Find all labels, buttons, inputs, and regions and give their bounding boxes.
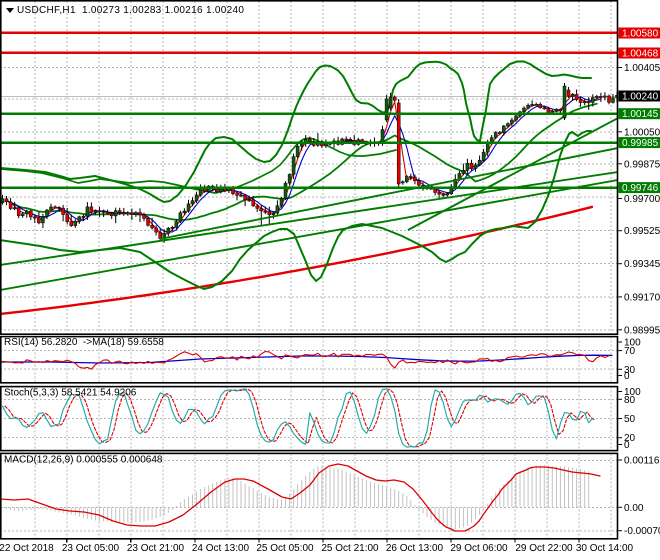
svg-text:0.001167: 0.001167 <box>624 456 660 467</box>
svg-text:25 Oct 21:00: 25 Oct 21:00 <box>321 543 379 554</box>
svg-text:0.99170: 0.99170 <box>624 292 660 303</box>
svg-text:22 Oct 2018: 22 Oct 2018 <box>0 543 54 554</box>
svg-text:23 Oct 05:00: 23 Oct 05:00 <box>62 543 120 554</box>
svg-text:0: 0 <box>624 371 630 382</box>
svg-text:0.99345: 0.99345 <box>624 259 660 270</box>
svg-text:29 Oct 06:00: 29 Oct 06:00 <box>450 543 508 554</box>
svg-text:1.00405: 1.00405 <box>624 63 660 74</box>
svg-text:0.98995: 0.98995 <box>624 325 660 336</box>
svg-text:100: 100 <box>624 387 641 398</box>
svg-text:23 Oct 21:00: 23 Oct 21:00 <box>127 543 185 554</box>
svg-text:0.99875: 0.99875 <box>624 159 660 170</box>
svg-text:-0.000708: -0.000708 <box>624 526 660 537</box>
svg-text:26 Oct 13:00: 26 Oct 13:00 <box>386 543 444 554</box>
svg-text:100: 100 <box>624 338 641 349</box>
svg-text:0.00: 0.00 <box>624 503 644 514</box>
svg-text:Stoch(5,3,3) 58.5421 54.9206: Stoch(5,3,3) 58.5421 54.9206 <box>4 388 137 399</box>
svg-text:USDCHF,H1 1.00273 1.00283 1.0: USDCHF,H1 1.00273 1.00283 1.00216 1.0024… <box>17 5 244 16</box>
svg-text:1.00240: 1.00240 <box>622 92 659 103</box>
svg-text:70: 70 <box>624 346 636 357</box>
svg-text:30: 30 <box>624 365 636 376</box>
svg-text:0.99985: 0.99985 <box>622 138 659 149</box>
svg-text:1.00145: 1.00145 <box>622 109 659 120</box>
svg-text:MACD(12,26,9) 0.000555 0.00064: MACD(12,26,9) 0.000555 0.000648 <box>4 455 163 466</box>
svg-text:RSI(14) 56.2820 ->MA(18) 59.6: RSI(14) 56.2820 ->MA(18) 59.6558 <box>4 337 164 348</box>
svg-text:0.99525: 0.99525 <box>624 226 660 237</box>
svg-text:50: 50 <box>624 414 636 425</box>
svg-text:29 Oct 22:00: 29 Oct 22:00 <box>515 543 573 554</box>
svg-text:24 Oct 13:00: 24 Oct 13:00 <box>192 543 250 554</box>
svg-text:20: 20 <box>624 433 636 444</box>
svg-text:30 Oct 14:00: 30 Oct 14:00 <box>576 543 634 554</box>
svg-text:1.00468: 1.00468 <box>622 49 659 60</box>
svg-text:1.00580: 1.00580 <box>622 29 659 40</box>
svg-text:80: 80 <box>624 395 636 406</box>
svg-text:25 Oct 05:00: 25 Oct 05:00 <box>256 543 314 554</box>
svg-text:0: 0 <box>624 440 630 451</box>
svg-text:0.99746: 0.99746 <box>622 183 659 194</box>
svg-text:1.00050: 1.00050 <box>624 127 660 138</box>
svg-text:0.99700: 0.99700 <box>624 194 660 205</box>
